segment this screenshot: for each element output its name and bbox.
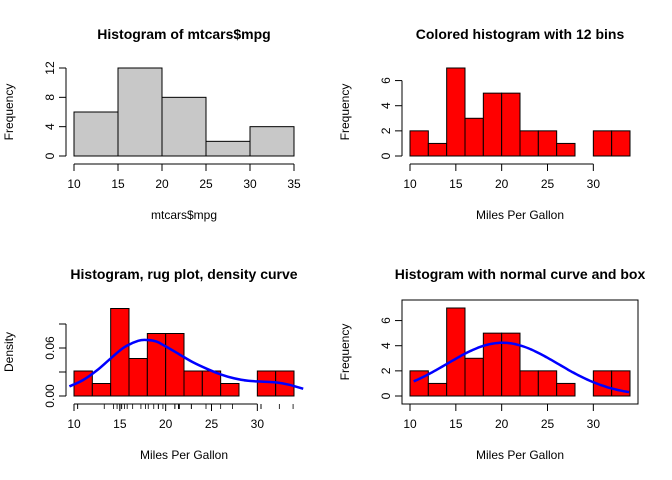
bar (446, 307, 466, 397)
bar (256, 370, 277, 397)
x-tick-label: 15 (449, 417, 463, 431)
y-tick-label: 12 (43, 61, 57, 75)
bar (427, 142, 448, 157)
x-axis-label: Miles Per Gallon (476, 448, 564, 462)
y-tick-label: 6 (379, 317, 393, 324)
y-tick-label: 0 (379, 392, 393, 399)
x-tick-label: 10 (403, 417, 417, 431)
bar (537, 370, 558, 397)
panel-4: Histogram with normal curve and box 10 15 2… (338, 266, 645, 462)
y-tick-label: 6 (379, 77, 393, 84)
x-axis-label: Miles Per Gallon (476, 208, 564, 222)
y-tick-label: 0 (43, 152, 57, 159)
bar (91, 383, 112, 397)
bar (501, 332, 521, 397)
x-tick-label: 30 (587, 417, 601, 431)
y-tick-label: 0.00 (43, 384, 57, 408)
bar (117, 67, 163, 157)
bar (73, 111, 119, 157)
bar (482, 92, 503, 157)
bar (110, 308, 130, 397)
bar (249, 126, 295, 157)
x-tick-label: 30 (243, 177, 257, 191)
bar (501, 92, 521, 157)
x-tick-label: 30 (587, 177, 601, 191)
bar (161, 96, 207, 157)
bar (220, 383, 240, 397)
y-tick-label: 2 (379, 127, 393, 134)
panel-3: Histogram, rug plot, density curve 10 15 20… (2, 266, 304, 462)
y-tick-label: 0 (379, 152, 393, 159)
chart-title: Histogram, rug plot, density curve (70, 266, 297, 282)
x-tick-label: 25 (205, 417, 219, 431)
bar (409, 130, 429, 157)
y-axis-label: Frequency (338, 324, 352, 381)
bar (427, 382, 448, 397)
x-tick-label: 25 (199, 177, 213, 191)
density-curve (68, 338, 304, 390)
x-tick-label: 15 (449, 177, 463, 191)
bar (128, 358, 148, 397)
y-tick-label: 4 (379, 342, 393, 349)
bar (519, 370, 539, 397)
chart-title: Histogram with normal curve and box (395, 266, 646, 282)
x-tick-label: 10 (67, 417, 81, 431)
x-tick-label: 20 (159, 417, 173, 431)
x-tick-label: 15 (111, 177, 125, 191)
bar (592, 130, 613, 157)
bar (556, 142, 576, 157)
y-tick-label: 4 (379, 102, 393, 109)
y-tick-label: 4 (43, 123, 57, 130)
panel-1: Histogram of mtcars$mpg 10 15 20 25 30 35 0 4 8 12… (2, 26, 301, 222)
x-axis-label: Miles Per Gallon (140, 448, 228, 462)
normal-curve (413, 341, 630, 394)
y-axis-label: Frequency (338, 84, 352, 141)
bar (464, 117, 484, 157)
y-tick-label: 0.06 (43, 336, 57, 360)
bar (537, 130, 558, 157)
bar (165, 333, 185, 397)
x-tick-label: 30 (251, 417, 265, 431)
bar (446, 67, 466, 157)
bar (183, 370, 203, 397)
x-tick-label: 25 (541, 177, 555, 191)
x-tick-label: 10 (67, 177, 81, 191)
x-tick-label: 20 (495, 417, 509, 431)
bar (205, 140, 251, 157)
x-tick-label: 35 (287, 177, 301, 191)
bar (201, 370, 222, 397)
y-axis-label: Density (2, 332, 16, 372)
bar (556, 382, 576, 397)
y-tick-label: 8 (43, 94, 57, 101)
x-tick-label: 10 (403, 177, 417, 191)
y-axis-label: Frequency (2, 84, 16, 141)
x-tick-label: 25 (541, 417, 555, 431)
y-tick-label: 2 (379, 367, 393, 374)
bar (611, 130, 631, 157)
bar (464, 357, 484, 397)
x-tick-label: 20 (155, 177, 169, 191)
chart-title: Histogram of mtcars$mpg (97, 26, 270, 42)
x-tick-label: 20 (495, 177, 509, 191)
x-tick-label: 15 (113, 417, 127, 431)
bar (519, 130, 539, 157)
x-axis-label: mtcars$mpg (151, 208, 217, 222)
chart-title: Colored histogram with 12 bins (416, 26, 625, 42)
